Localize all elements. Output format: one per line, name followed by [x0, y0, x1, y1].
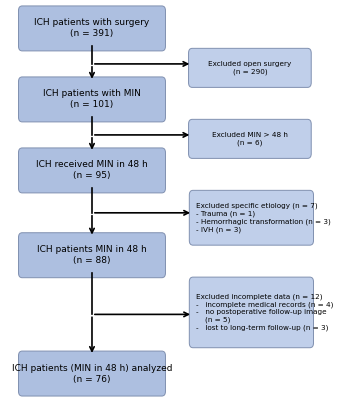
Text: ICH patients MIN in 48 h
(n = 88): ICH patients MIN in 48 h (n = 88) — [37, 245, 147, 265]
Text: ICH received MIN in 48 h
(n = 95): ICH received MIN in 48 h (n = 95) — [36, 160, 148, 180]
FancyBboxPatch shape — [18, 6, 165, 51]
Text: ICH patients with surgery
(n = 391): ICH patients with surgery (n = 391) — [34, 18, 150, 38]
Text: Excluded specific etiology (n = 7)
- Trauma (n = 1)
- Hemorrhagic transformation: Excluded specific etiology (n = 7) - Tra… — [196, 202, 331, 233]
Text: Excluded MIN > 48 h
(n = 6): Excluded MIN > 48 h (n = 6) — [212, 132, 288, 146]
Text: Excluded incomplete data (n = 12)
-   incomplete medical records (n = 4)
-   no : Excluded incomplete data (n = 12) - inco… — [196, 294, 333, 332]
Text: ICH patients (MIN in 48 h) analyzed
(n = 76): ICH patients (MIN in 48 h) analyzed (n =… — [12, 364, 172, 384]
FancyBboxPatch shape — [189, 277, 313, 348]
FancyBboxPatch shape — [18, 233, 165, 278]
Text: Excluded open surgery
(n = 290): Excluded open surgery (n = 290) — [208, 61, 291, 75]
FancyBboxPatch shape — [188, 48, 311, 87]
FancyBboxPatch shape — [18, 351, 165, 396]
Text: ICH patients with MIN
(n = 101): ICH patients with MIN (n = 101) — [43, 89, 141, 110]
FancyBboxPatch shape — [188, 119, 311, 158]
FancyBboxPatch shape — [18, 148, 165, 193]
FancyBboxPatch shape — [189, 190, 313, 245]
FancyBboxPatch shape — [18, 77, 165, 122]
